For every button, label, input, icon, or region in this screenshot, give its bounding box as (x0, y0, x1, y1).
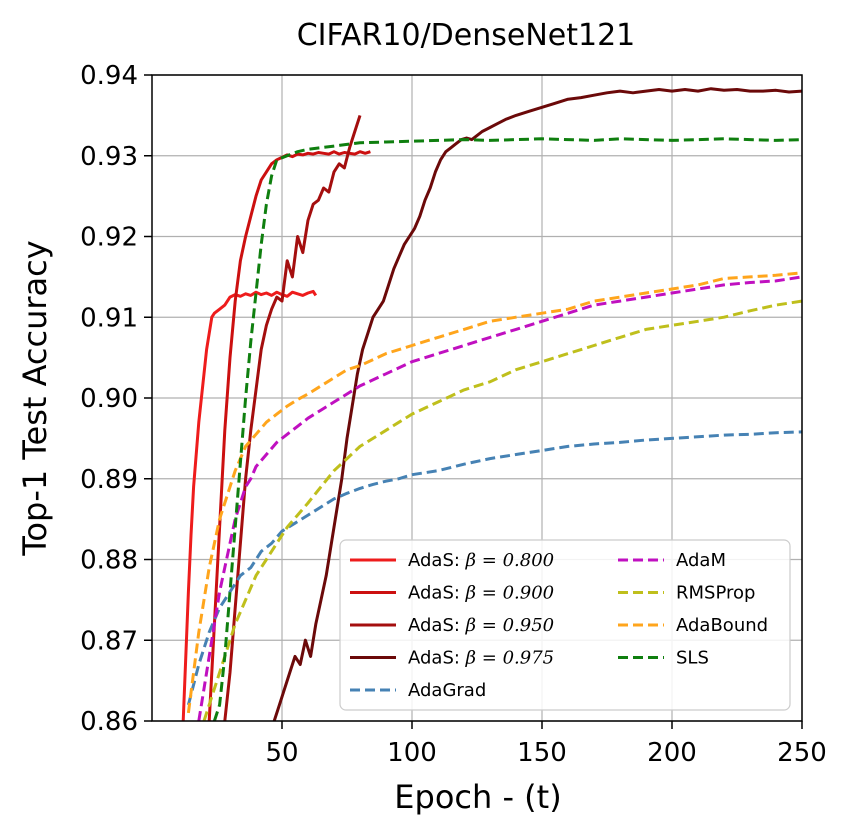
y-tick-label: 0.89 (80, 465, 138, 495)
x-axis-label: Epoch - (t) (394, 778, 561, 816)
series-line-5 (186, 430, 802, 706)
legend-label: AdaM (676, 550, 726, 571)
legend-label: AdaBound (676, 615, 768, 636)
legend-label: AdaS: β = 0.975 (408, 648, 554, 669)
y-tick-label: 0.87 (80, 626, 138, 656)
legend: AdaS: β = 0.800 AdaS: β = 0.900 AdaS: β = … (339, 539, 791, 711)
y-tick-label: 0.93 (80, 142, 138, 172)
series-line-9 (212, 137, 802, 721)
legend-box (339, 539, 791, 711)
legend-label: RMSProp (676, 583, 755, 604)
y-tick-label: 0.90 (80, 384, 138, 414)
legend-label: AdaS: β = 0.800 (408, 550, 554, 571)
x-tick-label: 150 (517, 738, 567, 768)
legend-label: AdaS: β = 0.900 (408, 583, 554, 604)
series-line-8 (186, 271, 802, 714)
y-tick-label: 0.88 (80, 546, 138, 576)
x-tick-label: 50 (265, 738, 298, 768)
y-tick-label: 0.86 (80, 707, 138, 737)
y-axis-label: Top-1 Test Accuracy (16, 240, 54, 556)
ticks: 50 100 150 200 250 0.86 0.87 0.88 0.89 0.90 0.91 0.… (80, 61, 827, 768)
y-tick-label: 0.92 (80, 223, 138, 253)
x-tick-label: 100 (387, 738, 437, 768)
y-tick-label: 0.91 (80, 303, 138, 333)
legend-label: AdaGrad (408, 680, 486, 701)
legend-label: SLS (676, 648, 709, 669)
series-layer (181, 87, 802, 721)
x-tick-label: 200 (647, 738, 697, 768)
series-line-4 (272, 87, 802, 721)
series-line-6 (197, 275, 802, 721)
y-tick-label: 0.94 (80, 61, 138, 91)
legend-label: AdaS: β = 0.950 (408, 615, 554, 636)
x-tick-label: 250 (777, 738, 827, 768)
chart-title: CIFAR10/DenseNet121 (297, 18, 636, 53)
series-line-3 (223, 114, 362, 721)
